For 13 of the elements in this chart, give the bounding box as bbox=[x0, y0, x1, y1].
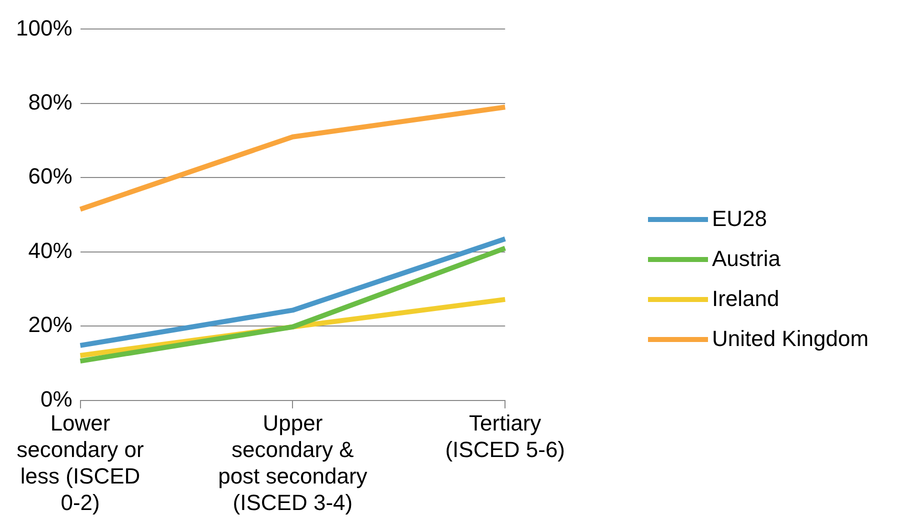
legend-label: Austria bbox=[712, 246, 780, 272]
legend-label: Ireland bbox=[712, 286, 780, 312]
y-tick-label: 60% bbox=[28, 164, 72, 189]
y-tick-label: 40% bbox=[28, 238, 72, 263]
x-tick-label: Lower secondary or less (ISCED 0-2) bbox=[16, 410, 144, 515]
y-tick-label: 100% bbox=[16, 15, 72, 40]
x-tick-label: Tertiary (ISCED 5-6) bbox=[445, 410, 565, 462]
y-tick-label: 20% bbox=[28, 312, 72, 338]
y-tick-label: 0% bbox=[40, 386, 72, 412]
x-tick-label: Upper secondary & post secondary (ISCED 3-4) bbox=[218, 410, 368, 515]
legend-label: EU28 bbox=[712, 206, 768, 232]
legend-label: United Kingdom bbox=[712, 326, 869, 352]
y-tick-label: 80% bbox=[28, 90, 72, 115]
